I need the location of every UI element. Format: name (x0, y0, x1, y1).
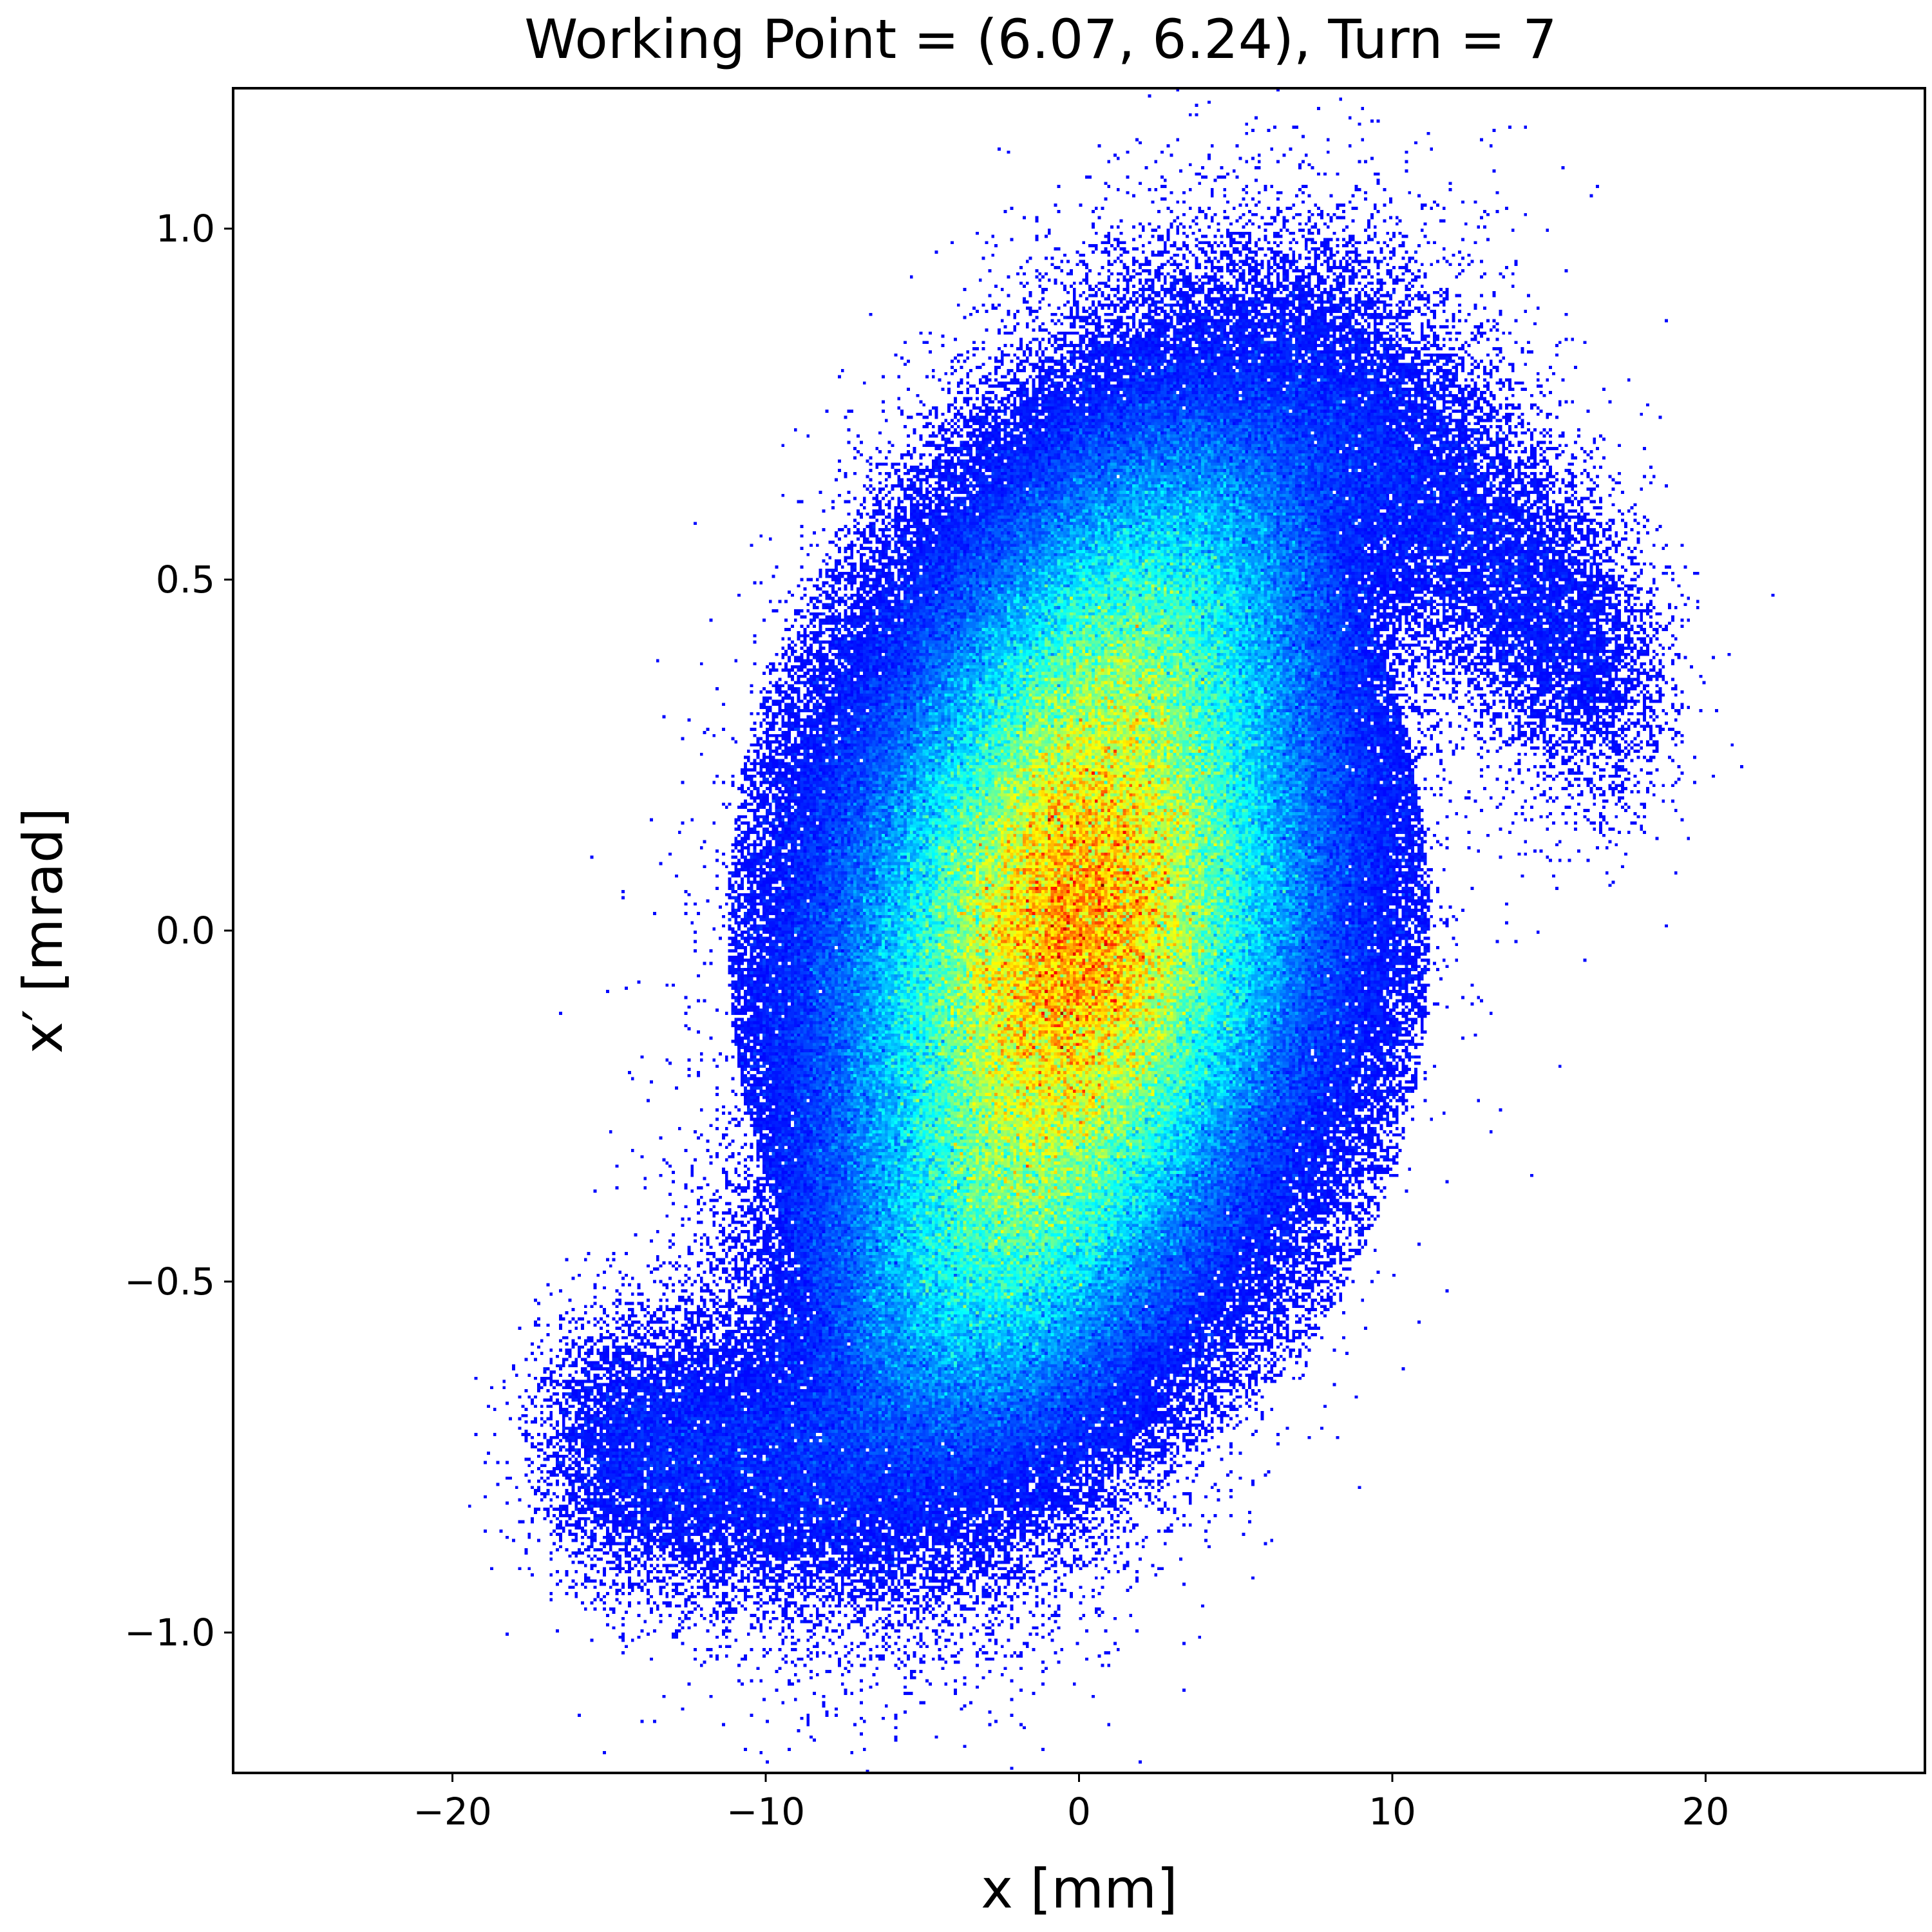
particle-density-heatmap (233, 88, 1925, 1773)
axis-ticks: −20 −10 0 10 20 −1.0 −0.5 0.0 0.5 1.0 (124, 207, 1729, 1833)
y-tick-label: 1.0 (156, 207, 215, 251)
y-tick-label: −1.0 (124, 1611, 215, 1654)
x-tick-label: −10 (726, 1790, 805, 1833)
y-axis-label: x′ [mrad] (12, 808, 75, 1054)
plot-area (233, 88, 1925, 1773)
x-axis-label: x [mm] (981, 1857, 1178, 1920)
plot-frame (232, 87, 1926, 1774)
chart-title: Working Point = (6.07, 6.24), Turn = 7 (524, 8, 1557, 71)
y-tick-label: 0.0 (156, 909, 215, 952)
x-tick-label: 10 (1368, 1790, 1416, 1833)
y-tick-label: −0.5 (124, 1260, 215, 1303)
x-tick-label: −20 (413, 1790, 491, 1833)
y-tick-label: 0.5 (156, 558, 215, 601)
x-tick-label: 20 (1682, 1790, 1730, 1833)
x-tick-label: 0 (1067, 1790, 1091, 1833)
